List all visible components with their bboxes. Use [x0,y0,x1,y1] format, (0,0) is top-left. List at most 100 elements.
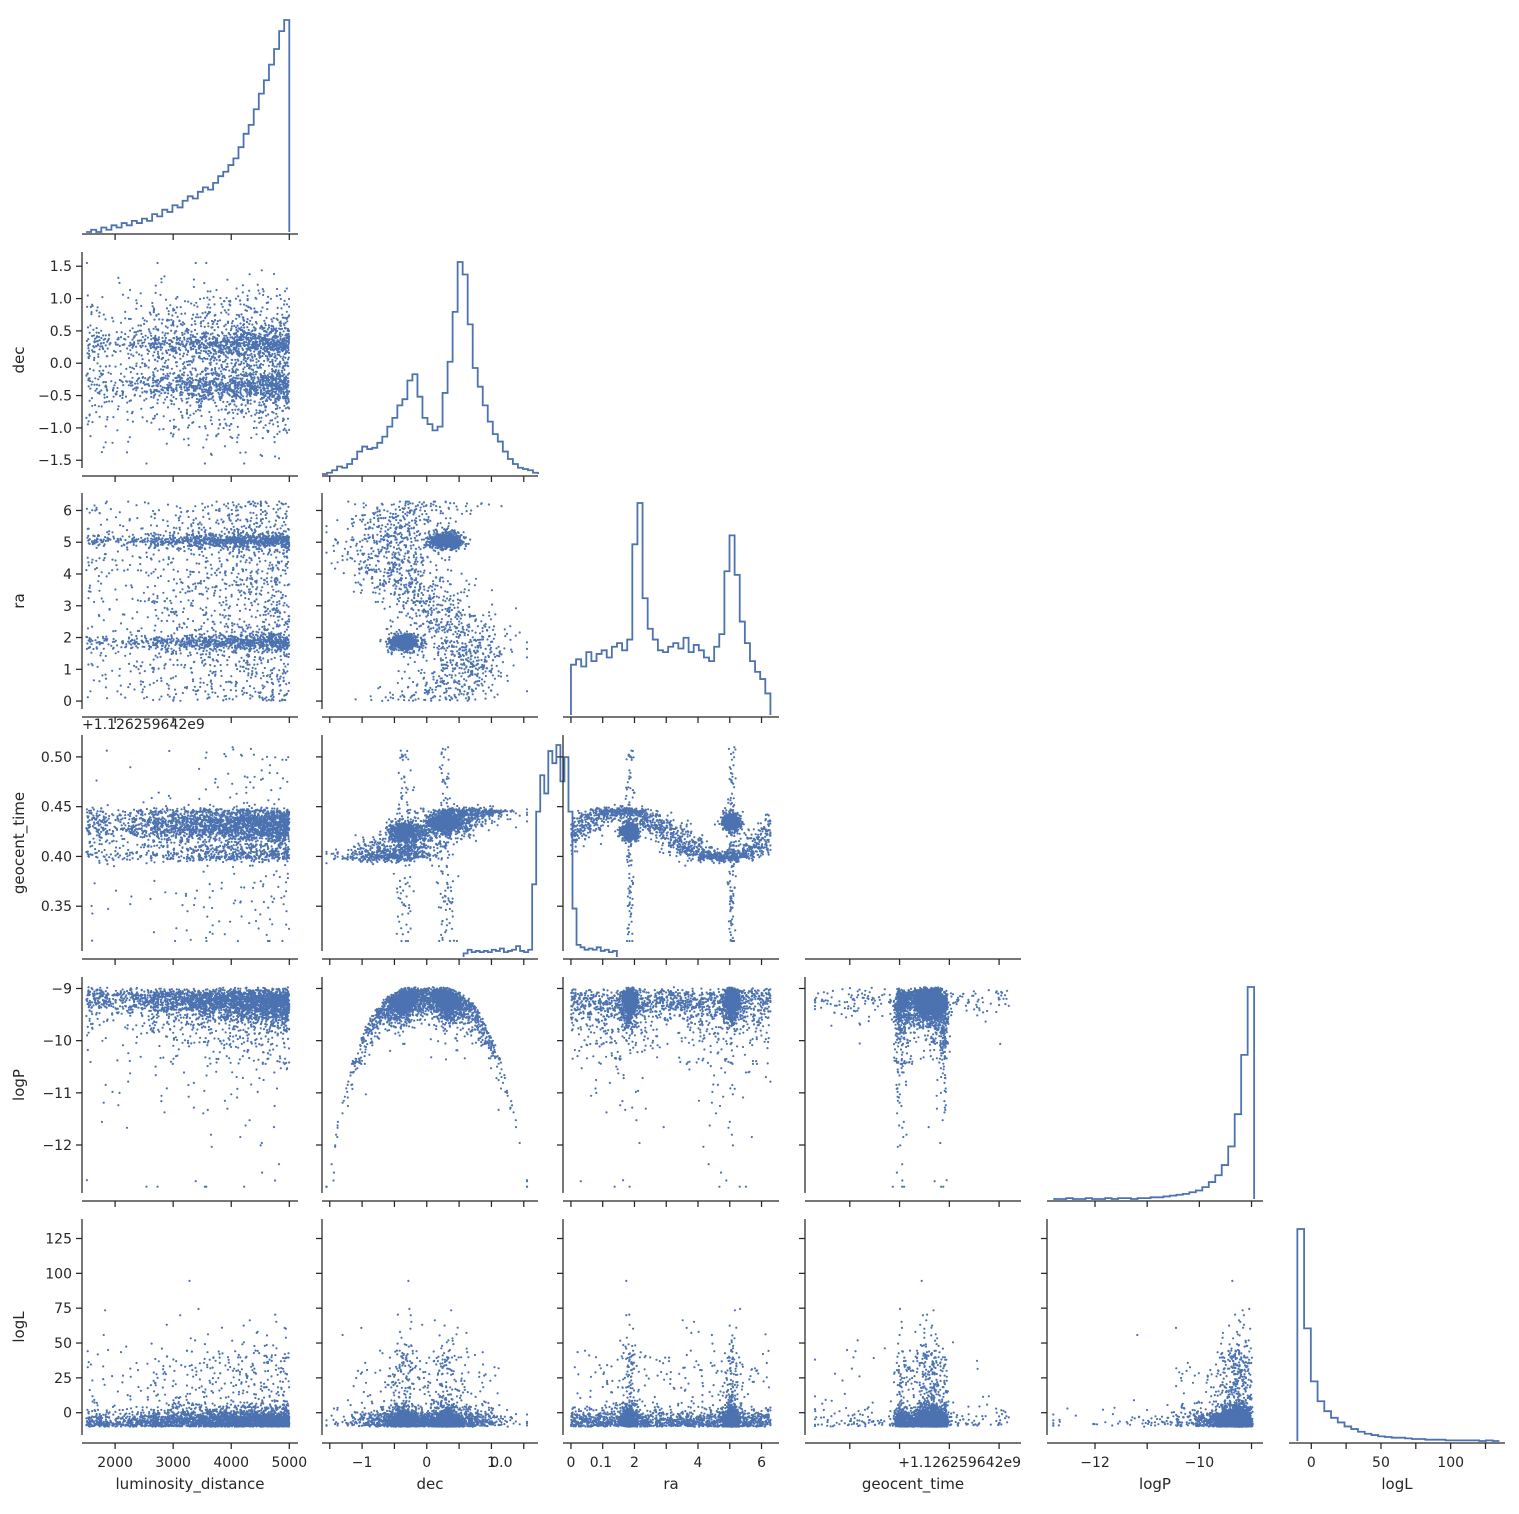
scatter-point [144,636,147,639]
scatter-point [266,357,269,360]
scatter-point [104,318,107,321]
scatter-point [151,538,155,541]
scatter-point [87,356,90,359]
scatter-point [178,623,181,626]
scatter-point [189,573,192,576]
scatter-point [140,407,143,410]
scatter-point [141,661,144,664]
scatter-point [277,369,280,372]
scatter-point [192,285,195,289]
scatter-point [287,356,290,359]
scatter-point [170,318,173,321]
scatter-point [285,396,288,399]
scatter-point [272,272,276,276]
scatter-point [243,380,246,383]
scatter-point [273,394,276,397]
scatter-point [228,655,231,659]
scatter-point [253,384,257,387]
scatter-point [262,410,265,413]
scatter-point [154,393,157,396]
scatter-point [179,336,182,340]
scatter-point [273,401,276,404]
scatter-point [278,430,281,433]
scatter-point [268,675,272,678]
scatter-point [206,306,209,309]
scatter-point [206,372,209,375]
scatter-point [273,525,276,528]
scatter-point [239,391,242,394]
scatter-point [283,584,286,587]
scatter-point [283,376,287,380]
scatter-point [152,327,155,330]
scatter-point [256,388,259,392]
scatter-point [279,376,282,379]
scatter-point [285,303,289,306]
scatter-point [274,407,277,411]
scatter-point [246,384,249,387]
scatter-point [225,341,228,344]
scatter-point [166,538,169,541]
scatter-point [241,408,244,411]
scatter-point [169,658,172,661]
scatter-point [248,348,252,351]
scatter-point [281,383,284,386]
scatter-point [98,415,101,418]
scatter-point [282,374,285,377]
scatter-point [154,342,157,345]
scatter-point [275,603,278,607]
scatter-point [226,548,229,551]
scatter-point [288,428,291,431]
scatter-point [247,672,250,675]
scatter-point [220,364,223,367]
scatter-point [255,358,258,361]
scatter-point [259,420,262,423]
scatter-point [250,615,253,618]
scatter-point [176,570,179,573]
scatter-point [199,357,202,360]
scatter-point [162,642,165,645]
scatter-point [153,414,156,417]
scatter-point [282,355,285,358]
scatter-point [121,390,124,393]
scatter-point [172,418,175,421]
scatter-point [131,617,134,620]
scatter-point [253,376,256,379]
scatter-point [123,375,126,378]
scatter-point [115,390,119,393]
scatter-point [252,371,255,374]
scatter-point [104,673,107,676]
scatter-point [214,401,217,404]
scatter-point [192,313,195,316]
scatter-point [206,683,209,686]
scatter-point [107,337,110,340]
scatter-point [282,428,285,432]
scatter-point [282,359,285,362]
scatter-point [102,341,105,344]
scatter-point [179,600,182,603]
scatter-point [166,387,169,391]
scatter-point [156,261,159,265]
scatter-point [219,381,222,384]
scatter-point [261,288,264,291]
scatter-point [259,339,262,342]
scatter-point [136,330,139,333]
scatter-point [183,332,186,335]
scatter-point [253,663,256,666]
scatter-point [234,370,237,373]
scatter-point [179,410,182,414]
scatter-point [242,368,245,371]
scatter-point [100,651,103,655]
scatter-point [226,321,230,325]
scatter-point [253,393,256,396]
scatter-point [183,371,186,374]
scatter-point [208,380,211,383]
scatter-point [200,325,203,328]
scatter-point [214,370,217,373]
scatter-point [272,632,275,635]
scatter-point [167,687,170,690]
scatter-point [122,343,125,346]
scatter-point [252,500,255,503]
scatter-point [202,446,205,449]
scatter-point [132,354,135,357]
